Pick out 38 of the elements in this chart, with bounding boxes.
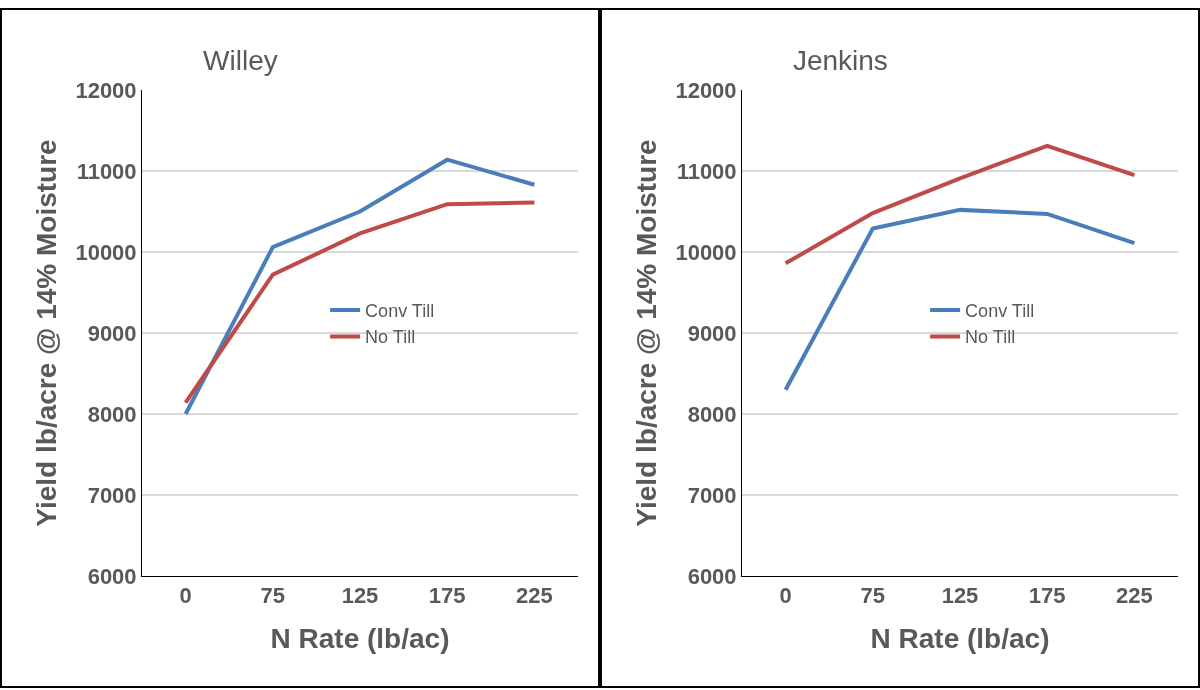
y-tick-label: 7000 (87, 482, 137, 508)
legend-label: No Till (965, 327, 1016, 348)
y-axis-title: Yield lb/acre @ 14% Moisture (631, 139, 663, 527)
y-tick-label: 12000 (675, 77, 737, 103)
y-tick-label: 7000 (687, 482, 737, 508)
legend-label: No Till (365, 327, 416, 348)
x-tick-label: 125 (341, 583, 379, 609)
y-tick-label: 12000 (75, 77, 137, 103)
x-tick-label: 75 (860, 583, 886, 609)
y-tick-label: 8000 (87, 401, 137, 427)
line-series (783, 207, 1137, 392)
x-tick-label: 175 (428, 583, 466, 609)
y-tick-label: 10000 (675, 239, 737, 265)
y-tick-label: 11000 (76, 158, 137, 184)
x-tick-label: 225 (516, 583, 553, 609)
x-tick-label: 0 (779, 583, 792, 609)
y-tick-label: 10000 (75, 239, 137, 265)
legend-label: Conv Till (965, 301, 1035, 321)
y-tick-label: 8000 (687, 401, 737, 427)
y-tick-label: 6000 (687, 563, 737, 589)
x-tick-label: 225 (1116, 583, 1153, 609)
x-axis-title: N Rate (lb/ac) (270, 622, 450, 654)
line-series (183, 200, 537, 405)
chart-title: Jenkins (792, 45, 888, 77)
x-axis-title: N Rate (lb/ac) (870, 622, 1050, 654)
y-tick-label: 11000 (676, 158, 737, 184)
legend-label: Conv Till (365, 301, 435, 321)
x-tick-label: 125 (941, 583, 979, 609)
x-tick-label: 175 (1028, 583, 1066, 609)
x-tick-label: 75 (260, 583, 286, 609)
y-tick-label: 9000 (687, 320, 737, 346)
chart-title: Willey (203, 45, 278, 77)
x-tick-label: 0 (179, 583, 192, 609)
line-series (783, 143, 1137, 266)
y-axis-title: Yield lb/acre @ 14% Moisture (31, 139, 63, 527)
line-series (183, 157, 537, 416)
y-tick-label: 6000 (87, 563, 137, 589)
y-tick-label: 9000 (87, 320, 137, 346)
